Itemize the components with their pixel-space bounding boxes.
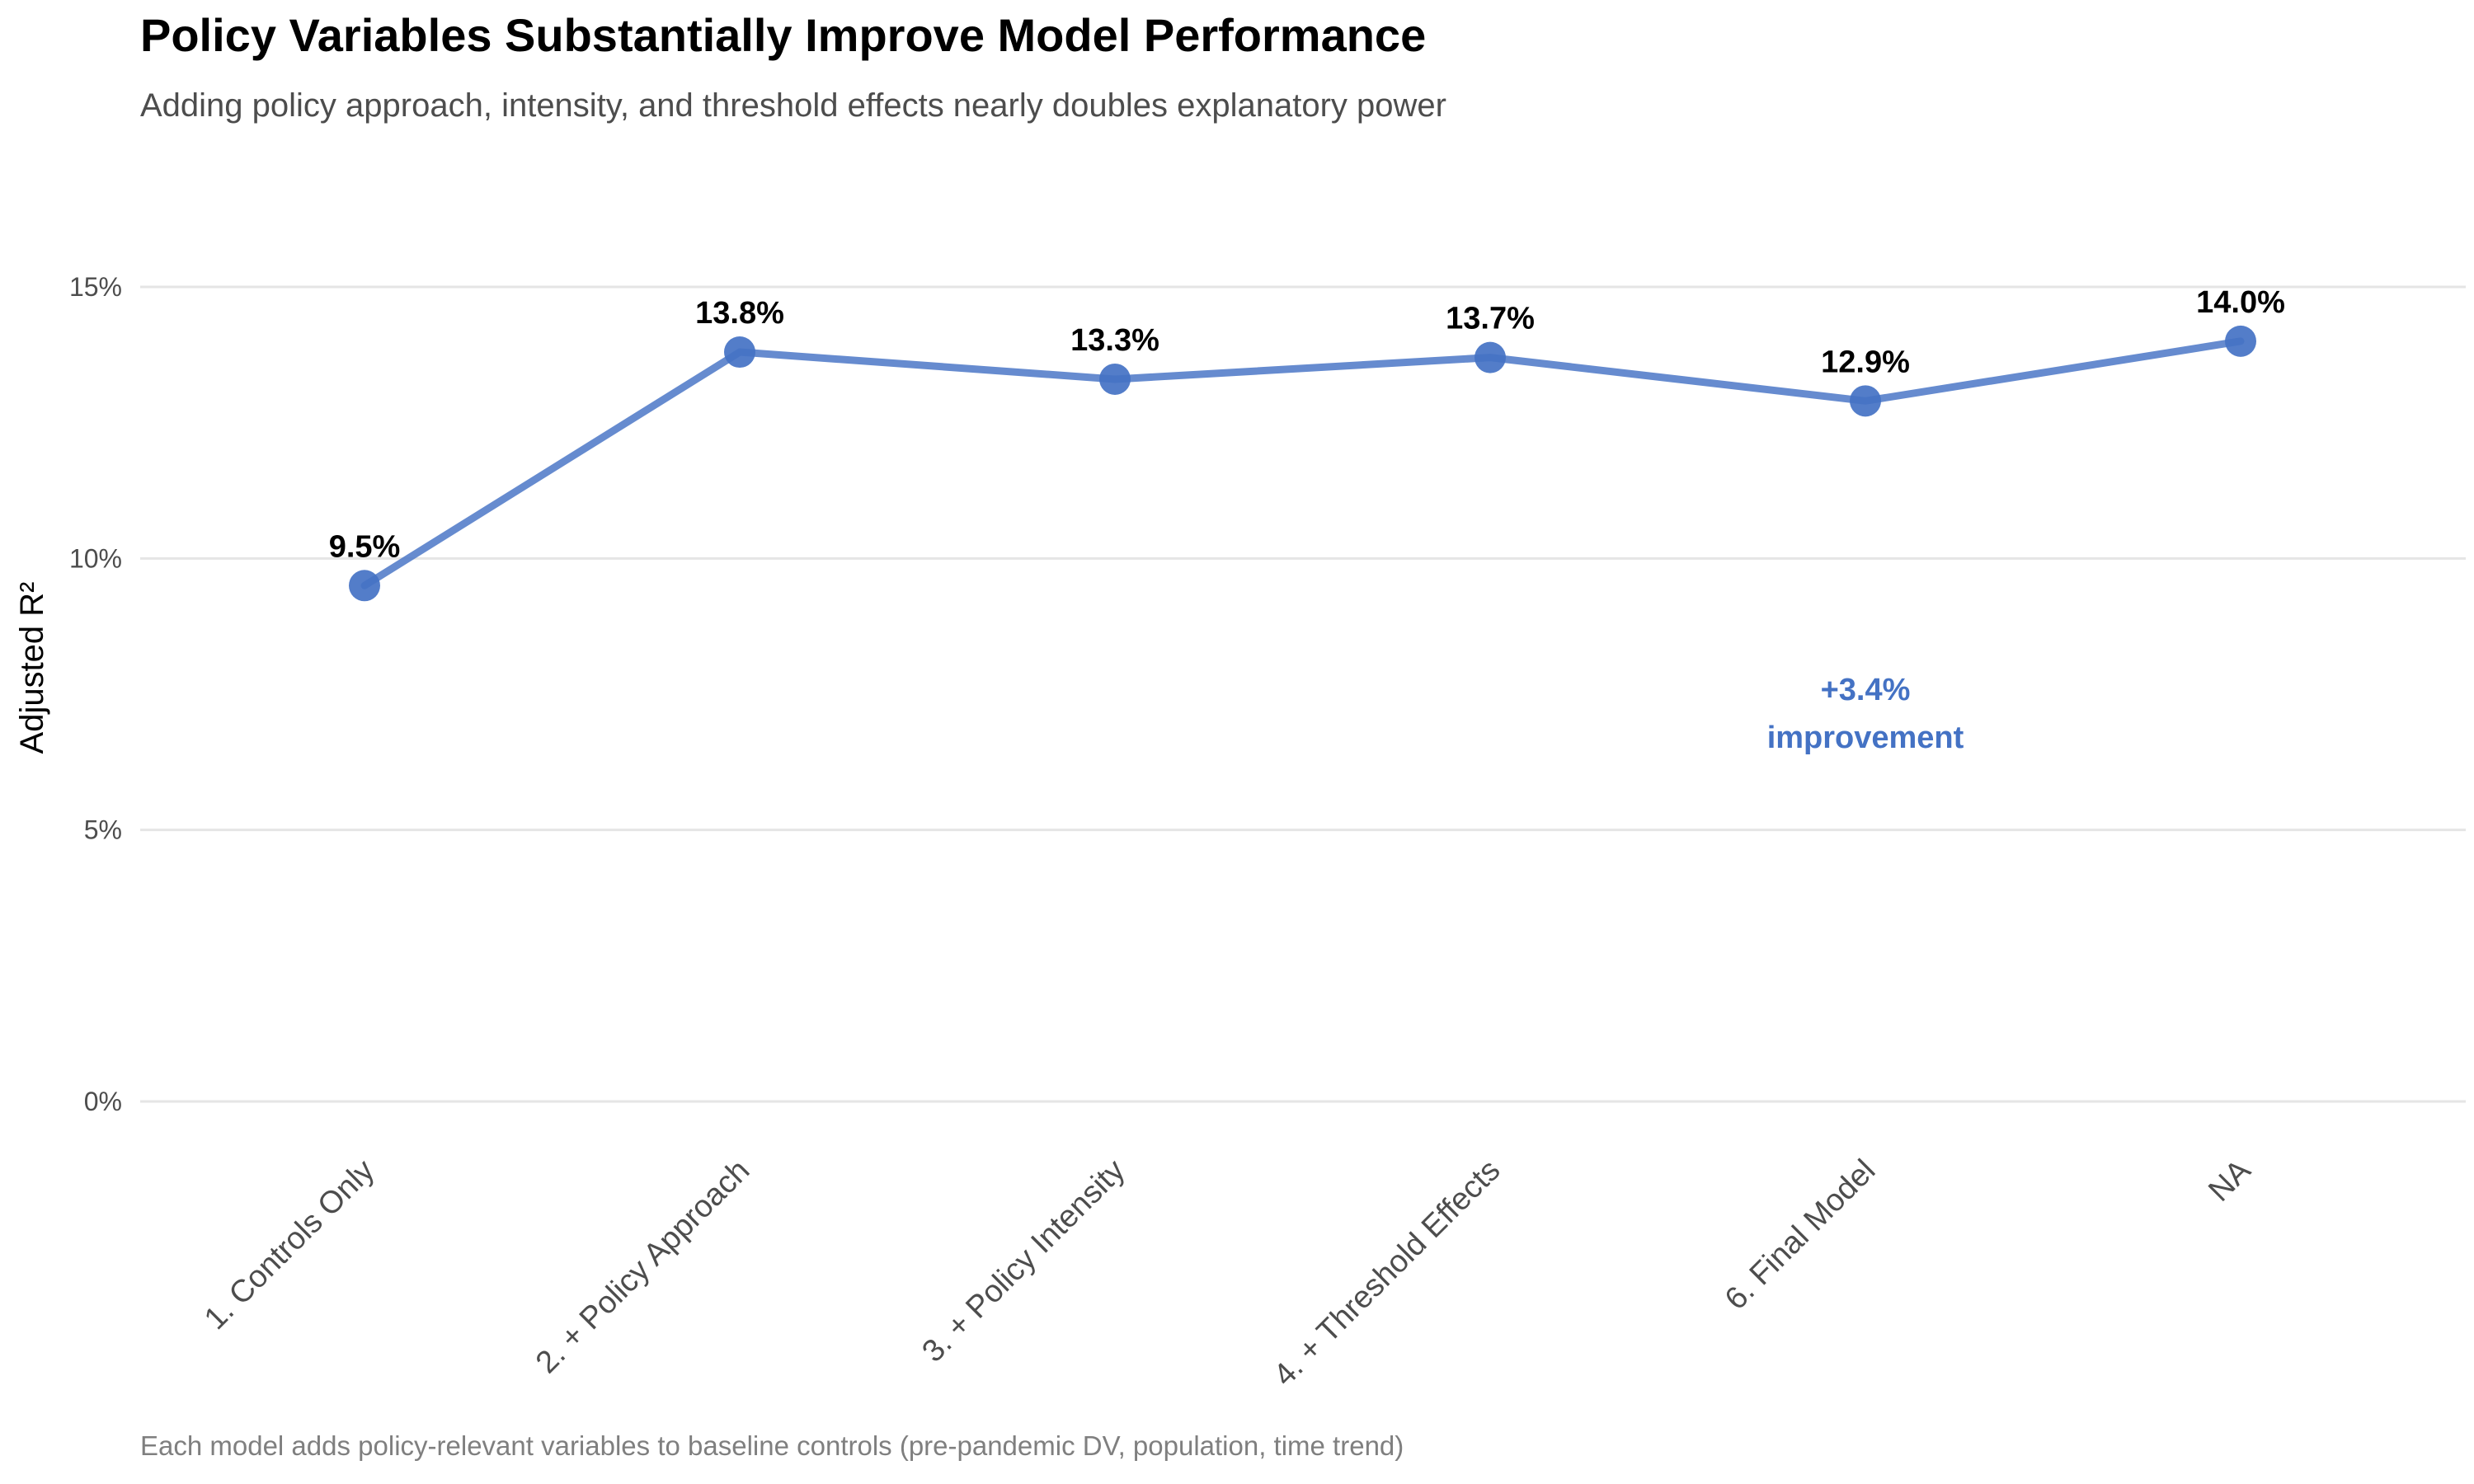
chart-title: Policy Variables Substantially Improve M… [140,9,1427,61]
data-label: 12.9% [1821,345,1910,379]
series [349,325,2256,602]
series-line [360,337,2245,589]
data-label: 13.3% [1070,323,1159,358]
x-tick-label: 1. Controls Only [198,1153,381,1336]
chart-caption: Each model adds policy-relevant variable… [140,1430,1404,1461]
data-point [349,570,380,602]
data-label: 14.0% [2196,285,2285,320]
annotation-text: improvement [1767,721,1964,755]
annotation-text: +3.4% [1821,673,1911,707]
data-point [1099,363,1131,395]
x-axis-ticks: 1. Controls Only 2. + Policy Approach 3. +… [198,1153,2258,1392]
data-labels: 9.5% 13.8% 13.3% 13.7% 12.9% 14.0% [329,285,2285,564]
data-point [1850,385,1881,417]
data-point [1475,341,1506,373]
gridlines [140,285,2466,1103]
y-tick-label: 10% [69,543,122,573]
y-axis-ticks: 0% 5% 10% 15% [69,272,122,1116]
x-tick-label: 3. + Policy Intensity [915,1153,1131,1369]
x-tick-label: NA [2202,1153,2257,1208]
x-tick-label: 4. + Threshold Effects [1268,1153,1507,1393]
x-tick-label: 6. Final Model [1719,1153,1882,1317]
y-tick-label: 5% [84,815,122,845]
chart-subtitle: Adding policy approach, intensity, and t… [140,87,1446,124]
y-axis-title: Adjusted R² [14,582,50,754]
y-tick-label: 15% [69,272,122,302]
data-label: 13.8% [695,296,784,331]
x-tick-label: 2. + Policy Approach [529,1153,756,1380]
data-point [2225,325,2256,357]
data-label: 9.5% [329,529,401,564]
y-tick-label: 0% [84,1087,122,1116]
annotation: +3.4% improvement [1767,673,1964,755]
data-point [724,336,755,369]
data-label: 13.7% [1446,302,1535,336]
